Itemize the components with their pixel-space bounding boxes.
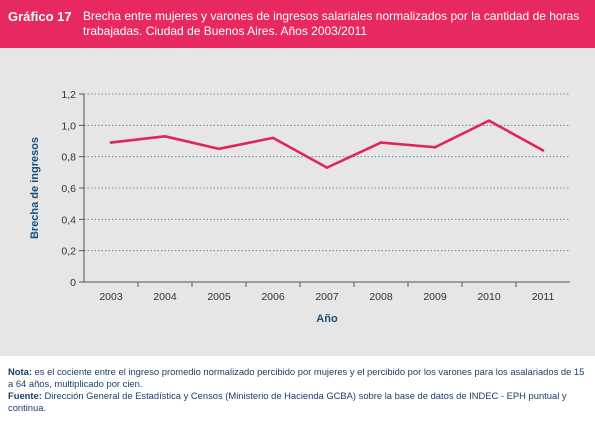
data-point xyxy=(325,166,329,169)
data-point xyxy=(541,149,545,152)
data-point xyxy=(217,147,221,151)
data-point xyxy=(163,135,167,138)
series-line xyxy=(110,119,544,169)
axes xyxy=(79,93,570,287)
chart-header: Gráfico 17 Brecha entre mujeres y varone… xyxy=(0,0,595,48)
source-paragraph: Fuente: Dirección General de Estadística… xyxy=(8,390,588,414)
y-tick-label: 0,6 xyxy=(61,183,76,195)
x-tick-label: 2010 xyxy=(477,291,501,303)
plot-panel xyxy=(0,48,595,356)
x-axis-title: Año xyxy=(316,313,338,325)
data-point xyxy=(379,141,383,144)
y-tick-label: 1,0 xyxy=(61,120,76,132)
x-tick-label: 2003 xyxy=(99,291,123,303)
tick-labels: 0 0,2 0,4 0,6 0,8 1,0 1,2 2003 2004 2005 2006 2007 2… xyxy=(61,89,554,303)
source-label: Fuente: xyxy=(8,390,42,401)
data-point xyxy=(487,119,491,122)
y-tick-label: 1,2 xyxy=(61,89,76,101)
notes-section: Nota: es el cociente entre el ingreso pr… xyxy=(8,366,588,414)
data-point xyxy=(271,136,275,140)
note-text: es el cociente entre el ingreso promedio… xyxy=(8,366,585,389)
chart-title: Brecha entre mujeres y varones de ingres… xyxy=(83,9,580,38)
y-axis-title: Brecha de ingresos xyxy=(29,137,41,239)
data-point xyxy=(433,145,437,149)
source-text: Dirección General de Estadística y Censo… xyxy=(8,390,567,413)
line-chart: 0 0,2 0,4 0,6 0,8 1,0 1,2 2003 2004 2005 2006 2007 2… xyxy=(29,89,570,325)
note-label: Nota: xyxy=(8,366,32,377)
note-paragraph: Nota: es el cociente entre el ingreso pr… xyxy=(8,366,588,390)
x-tick-label: 2011 xyxy=(532,291,555,303)
grid-lines xyxy=(84,93,570,252)
x-tick-label: 2009 xyxy=(423,291,447,303)
x-tick-label: 2007 xyxy=(315,291,339,303)
y-tick-label: 0,4 xyxy=(61,214,76,226)
y-tick-label: 0,8 xyxy=(61,152,76,164)
series-layer xyxy=(109,119,545,169)
y-tick-label: 0 xyxy=(70,277,76,289)
x-tick-label: 2008 xyxy=(369,291,393,303)
x-tick-label: 2004 xyxy=(153,291,177,303)
x-tick-label: 2005 xyxy=(207,291,231,303)
data-point xyxy=(109,141,113,144)
y-tick-label: 0,2 xyxy=(61,246,76,258)
x-tick-label: 2006 xyxy=(261,291,285,303)
chart-number-label: Gráfico 17 xyxy=(8,9,72,24)
